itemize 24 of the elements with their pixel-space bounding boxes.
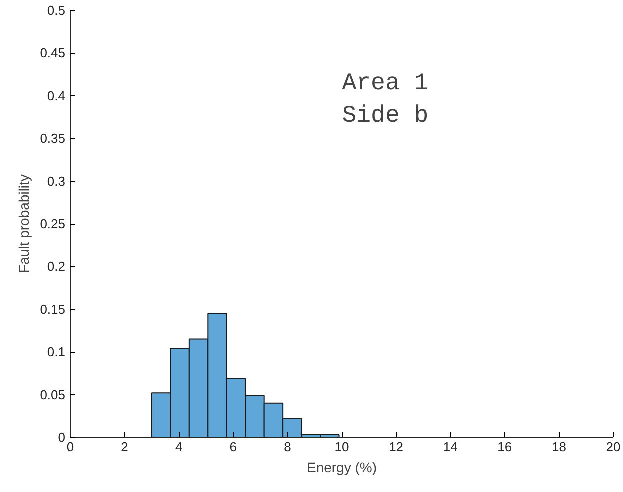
x-tick-label: 6 <box>230 440 238 454</box>
y-tick-label: 0.05 <box>40 387 66 402</box>
x-tick-label: 16 <box>498 440 512 454</box>
x-tick-label: 10 <box>334 440 350 454</box>
x-tick-label: 8 <box>284 440 292 454</box>
y-tick-label: 0.15 <box>40 302 66 317</box>
y-tick-label: 0.35 <box>40 131 66 146</box>
y-tick-label: 0.2 <box>47 259 66 274</box>
x-tick-label: 2 <box>121 440 128 454</box>
y-tick-label: 0.5 <box>47 3 66 18</box>
y-tick-label: 0 <box>58 430 66 445</box>
x-tick-label: 14 <box>443 440 458 454</box>
y-tick-label: 0.3 <box>47 174 66 189</box>
y-tick-label: 0.4 <box>47 88 66 104</box>
x-tick-label: 18 <box>552 440 566 454</box>
y-tick-label: 0.25 <box>40 216 66 232</box>
x-tick-label: 20 <box>606 440 621 454</box>
y-axis-title: Fault probability <box>16 174 32 274</box>
y-tick-label: 0.45 <box>40 46 66 61</box>
annotation: Area 1 Side b <box>342 70 429 130</box>
x-tick-label: 12 <box>389 440 404 454</box>
x-tick-label: 4 <box>175 440 183 454</box>
y-tick-label: 0.1 <box>47 344 66 360</box>
x-axis-title: Energy (%) <box>306 460 378 476</box>
